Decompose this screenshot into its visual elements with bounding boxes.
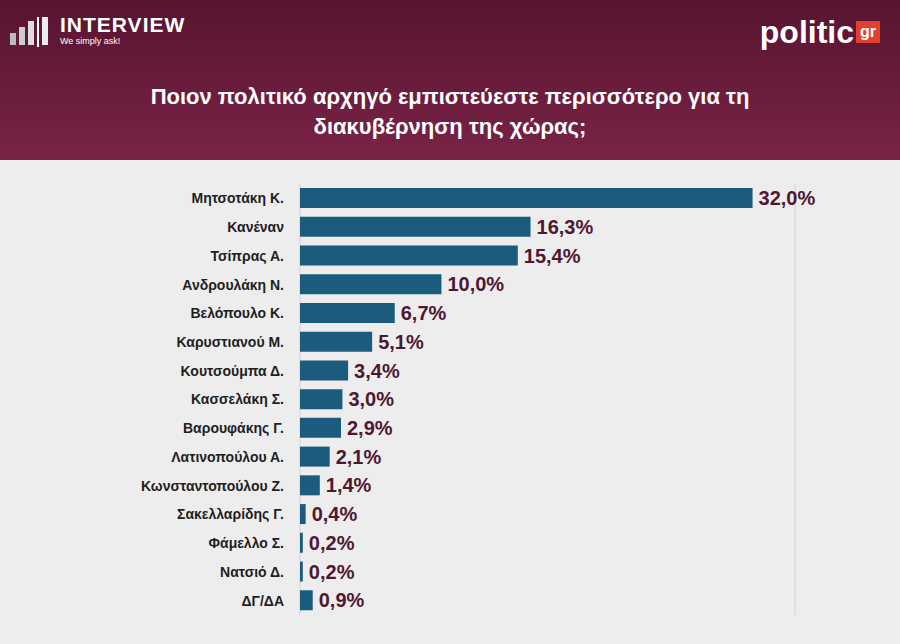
svg-text:ΔΓ/ΔΑ: ΔΓ/ΔΑ <box>241 593 284 609</box>
svg-text:2,1%: 2,1% <box>336 446 382 468</box>
svg-text:Κωνσταντοπούλου Ζ.: Κωνσταντοπούλου Ζ. <box>141 478 284 494</box>
svg-text:Βελόπουλο Κ.: Βελόπουλο Κ. <box>190 305 284 321</box>
html-text:gr: gr <box>860 23 876 40</box>
svg-text:Λατινοπούλου Α.: Λατινοπούλου Α. <box>171 449 284 465</box>
svg-text:Καρυστιανού Μ.: Καρυστιανού Μ. <box>177 334 284 350</box>
svg-text:0,2%: 0,2% <box>309 532 355 554</box>
svg-text:6,7%: 6,7% <box>401 302 447 324</box>
svg-text:3,4%: 3,4% <box>354 360 400 382</box>
svg-text:Μητσοτάκη Κ.: Μητσοτάκη Κ. <box>191 190 284 206</box>
svg-text:Ανδρουλάκη Ν.: Ανδρουλάκη Ν. <box>182 277 284 293</box>
svg-text:5,1%: 5,1% <box>378 331 424 353</box>
svg-text:0,9%: 0,9% <box>319 589 365 611</box>
svg-text:Τσίπρας Α.: Τσίπρας Α. <box>210 248 284 264</box>
svg-text:3,0%: 3,0% <box>348 388 394 410</box>
svg-text:0,4%: 0,4% <box>312 503 358 525</box>
svg-text:Φάμελλο Σ.: Φάμελλο Σ. <box>209 535 284 551</box>
svg-text:Νατσιό Δ.: Νατσιό Δ. <box>220 564 284 580</box>
svg-text:Κανέναν: Κανέναν <box>227 219 284 235</box>
svg-text:2,9%: 2,9% <box>347 417 393 439</box>
svg-text:Κουτσούμπα Δ.: Κουτσούμπα Δ. <box>181 363 284 379</box>
html-text:INTERVIEW: INTERVIEW <box>60 13 186 36</box>
svg-text:Κασσελάκη Σ.: Κασσελάκη Σ. <box>191 391 284 407</box>
svg-text:Βαρουφάκης Γ.: Βαρουφάκης Γ. <box>183 420 284 436</box>
svg-text:10,0%: 10,0% <box>447 273 504 295</box>
html-text:Ποιον πολιτικό αρχηγό εμπιστεύ: Ποιον πολιτικό αρχηγό εμπιστεύεστε περισ… <box>150 84 750 139</box>
svg-text:1,4%: 1,4% <box>326 474 372 496</box>
html-text:We simply ask!: We simply ask! <box>60 36 121 46</box>
svg-text:15,4%: 15,4% <box>524 245 581 267</box>
html-text:politic: politic <box>759 14 854 50</box>
svg-text:16,3%: 16,3% <box>537 216 594 238</box>
svg-text:32,0%: 32,0% <box>759 187 816 209</box>
svg-text:0,2%: 0,2% <box>309 561 355 583</box>
svg-text:Σακελλαρίδης Γ.: Σακελλαρίδης Γ. <box>177 506 284 522</box>
